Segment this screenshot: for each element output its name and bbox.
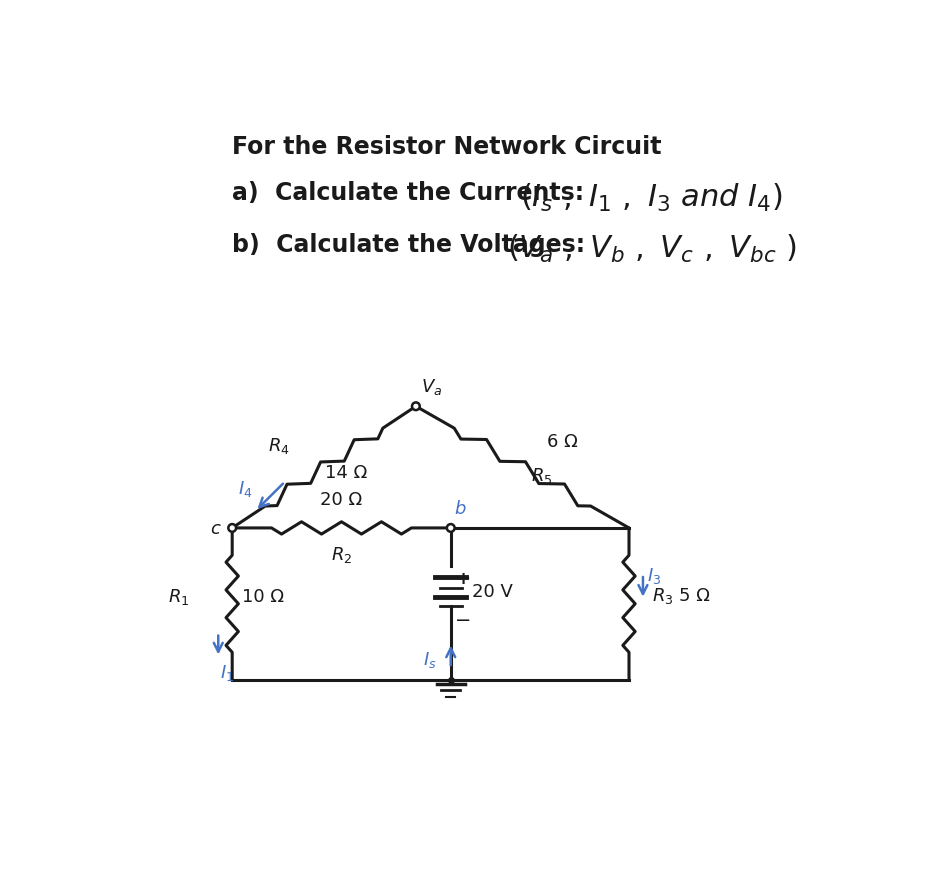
Text: $R_1$: $R_1$ [168, 587, 190, 608]
Text: 10 Ω: 10 Ω [242, 588, 284, 607]
Text: $R_2$: $R_2$ [331, 545, 352, 565]
Text: b)  Calculate the Voltages:: b) Calculate the Voltages: [232, 233, 593, 257]
Text: $R_4$: $R_4$ [268, 435, 290, 456]
Text: +: + [455, 570, 470, 588]
Text: 6 Ω: 6 Ω [547, 434, 577, 451]
Text: $I_4$: $I_4$ [238, 479, 252, 500]
Text: −: − [455, 611, 472, 630]
Text: $I_1$: $I_1$ [220, 663, 234, 683]
Text: $b$: $b$ [454, 500, 466, 518]
Text: $(I_s\ ,\ I_1\ ,\ I_3\ \mathit{and}\ I_4)$: $(I_s\ ,\ I_1\ ,\ I_3\ \mathit{and}\ I_4… [521, 181, 783, 214]
Text: $R_3$: $R_3$ [652, 585, 674, 606]
Text: 14 Ω: 14 Ω [325, 464, 368, 482]
Circle shape [446, 525, 455, 532]
Text: a)  Calculate the Currents:: a) Calculate the Currents: [232, 181, 592, 206]
Text: $R_5$: $R_5$ [531, 466, 553, 487]
Text: $I_s$: $I_s$ [423, 651, 437, 670]
Text: $I_3$: $I_3$ [647, 566, 661, 585]
Circle shape [228, 525, 236, 532]
Text: 20 Ω: 20 Ω [321, 492, 363, 509]
Text: $c$: $c$ [210, 520, 221, 538]
Circle shape [412, 403, 420, 410]
Text: $V_a$: $V_a$ [421, 377, 443, 397]
Text: 20 V: 20 V [473, 583, 513, 600]
Text: For the Resistor Network Circuit: For the Resistor Network Circuit [232, 135, 662, 159]
Text: $(V_a\ ,\ V_b\ ,\ V_c\ ,\ V_{bc}\ )$: $(V_a\ ,\ V_b\ ,\ V_c\ ,\ V_{bc}\ )$ [508, 233, 797, 265]
Text: 5 Ω: 5 Ω [680, 586, 711, 605]
